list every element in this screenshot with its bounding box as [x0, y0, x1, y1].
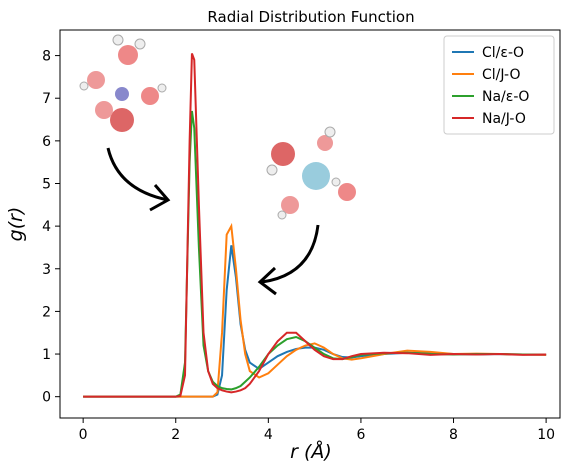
y-tick-label: 4 [42, 219, 51, 235]
legend-label: Cl/ε-O [482, 45, 524, 61]
legend-label: Na/ε-O [482, 89, 529, 105]
y-tick-label: 1 [42, 347, 51, 363]
plot-frame [59, 29, 561, 419]
legend: Cl/ε-O Cl/J-O Na/ε-O Na/J-O [443, 35, 555, 135]
x-tick-label: 0 [79, 427, 88, 443]
x-axis-label: r (Å) [290, 440, 332, 463]
x-tick-label: 4 [264, 427, 273, 443]
series-line [83, 53, 547, 398]
legend-label: Na/J-O [482, 111, 526, 127]
series-line [83, 222, 547, 398]
x-tick-label: 2 [171, 427, 180, 443]
y-axis-label: g(r) [5, 207, 27, 242]
x-tick-label: 6 [356, 427, 365, 443]
y-tick-label: 3 [42, 262, 51, 278]
y-tick-label: 7 [42, 91, 51, 107]
x-tick-label: 8 [449, 427, 458, 443]
arrows [106, 147, 320, 296]
cl-cluster-illustration [266, 126, 356, 220]
legend-label: Cl/J-O [482, 67, 520, 83]
x-tick-label: 10 [537, 427, 555, 443]
legend-box [443, 35, 555, 135]
y-tick-label: 6 [42, 134, 51, 150]
chart-title: Radial Distribution Function [207, 8, 414, 26]
na-cluster-illustration [79, 34, 167, 132]
y-tick-label: 5 [42, 176, 51, 192]
y-tick-label: 8 [42, 49, 51, 65]
y-tick-label: 0 [42, 390, 51, 406]
y-tick-label: 2 [42, 304, 51, 320]
series-line [83, 245, 547, 398]
